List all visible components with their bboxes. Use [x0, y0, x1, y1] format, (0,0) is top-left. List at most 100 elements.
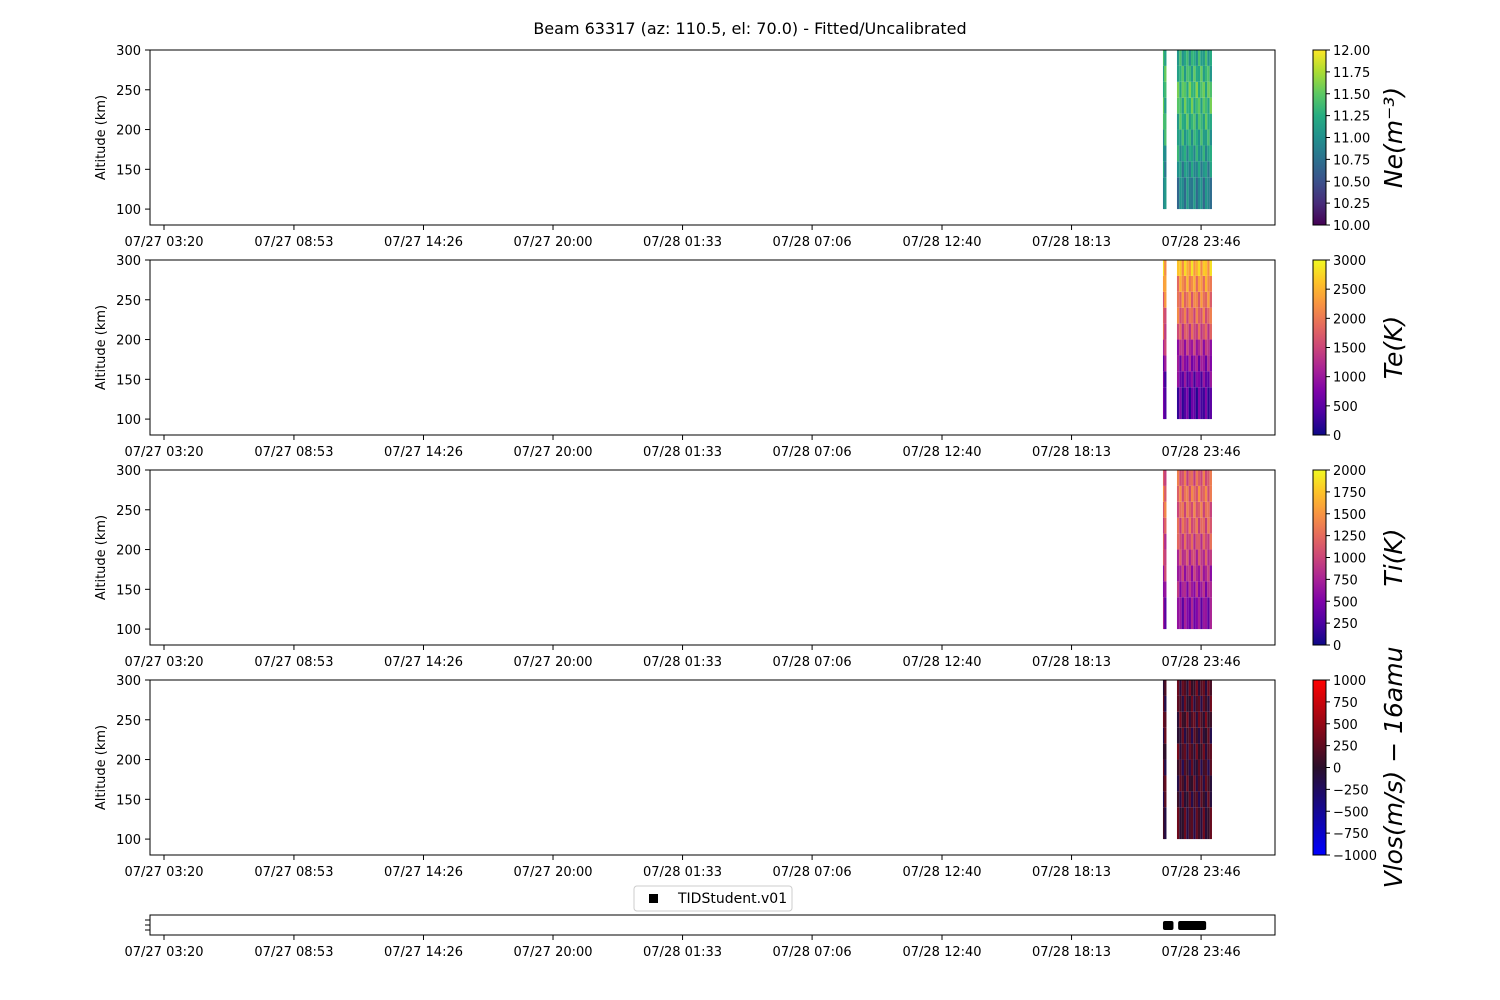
panel-4-cell	[1186, 695, 1189, 712]
panel-3-cell	[1193, 581, 1196, 598]
panel-1-ytick-label-2: 200	[116, 124, 141, 139]
panel-2-cell	[1195, 355, 1198, 372]
panel-2-cell	[1190, 355, 1194, 372]
panel-4-cell	[1176, 775, 1180, 792]
panel-4-cell	[1209, 727, 1212, 744]
panel-3-cell	[1202, 470, 1205, 486]
panel-1-xtick-label-2: 07/27 14:26	[384, 235, 463, 250]
panel-1-cell	[1183, 113, 1187, 130]
panel-2-cell	[1162, 371, 1165, 388]
panel-2-cell	[1188, 339, 1191, 356]
panel-3-cell	[1176, 533, 1180, 550]
panel-4-cell	[1197, 711, 1201, 728]
panel-3-cell	[1183, 549, 1187, 566]
panel-4-cell	[1188, 695, 1191, 712]
panel-1-cell	[1204, 113, 1208, 130]
panel-2-cell	[1188, 307, 1191, 324]
panel-1-cell	[1197, 145, 1201, 162]
panel-4-cell	[1162, 743, 1165, 760]
panel-1-cell	[1202, 97, 1205, 114]
panel-3-cell	[1200, 470, 1203, 486]
panel-2-cbtick-label-2: 1000	[1333, 371, 1366, 386]
panel-3-cell	[1197, 581, 1201, 598]
panel-1-cell	[1164, 97, 1167, 114]
panel-3-cell	[1200, 565, 1203, 582]
panel-1-cell	[1200, 50, 1203, 66]
panel-2-cell	[1202, 371, 1205, 388]
panel-3-cbtick-label-0: 0	[1333, 639, 1341, 654]
panel-4-frame	[149, 679, 1276, 856]
panel-4-cell	[1204, 695, 1208, 712]
panel-4-cell	[1200, 759, 1203, 776]
panel-3-cell	[1183, 501, 1187, 518]
availability-legend-label: TIDStudent.v01	[677, 891, 787, 907]
panel-1-cell	[1195, 97, 1198, 114]
panel-4-cell	[1179, 711, 1182, 728]
panel-3-ylabel: Altitude (km)	[94, 515, 109, 600]
panel-4-cells	[1162, 680, 1212, 840]
panel-1-cell	[1200, 65, 1203, 82]
panel-2-cell	[1207, 260, 1210, 276]
panel-1-cell	[1200, 145, 1203, 162]
panel-1-cell	[1207, 81, 1210, 98]
panel-3-cell	[1176, 549, 1180, 566]
panel-4-cell	[1197, 759, 1201, 776]
panel-3-cell	[1204, 565, 1208, 582]
panel-1-cell	[1190, 113, 1194, 130]
panel-3-cell	[1207, 517, 1210, 534]
panel-4-cell	[1207, 759, 1210, 776]
panel-4-colorbar-bar	[1312, 679, 1327, 856]
panel-4-cell	[1200, 743, 1203, 760]
panel-4-cell	[1181, 695, 1184, 712]
availability-panel: TIDStudent.v01 07/27 03:20 07/27 08:53 07/2…	[124, 885, 1276, 960]
panel-1-cell	[1204, 129, 1208, 146]
panel-3-cell	[1164, 597, 1167, 630]
panel-4-xtick-label-3: 07/27 20:00	[513, 865, 592, 880]
panel-1-cell	[1200, 81, 1203, 98]
panel-2-xtick-label-0: 07/27 03:20	[124, 445, 203, 460]
panel-1-cell	[1179, 50, 1182, 66]
panel-4-cell	[1186, 711, 1189, 728]
panel-1-cell	[1200, 113, 1203, 130]
panel-2-cell	[1176, 307, 1180, 324]
panel-1-cell	[1164, 65, 1167, 82]
availability-xtick-label-1: 07/27 08:53	[254, 945, 333, 960]
panel-3-ytick-label-0: 100	[116, 623, 141, 638]
panel-4-ytick-label-4: 300	[116, 674, 141, 689]
panel-4-cbtick-label-1: −750	[1333, 827, 1369, 842]
panel-2-cell	[1186, 323, 1189, 340]
panel-2-cell	[1200, 275, 1203, 292]
panel-2-cbtick-label-0: 0	[1333, 429, 1341, 444]
panel-4-cell	[1179, 759, 1182, 776]
panel-4-cell	[1204, 759, 1208, 776]
panel-2-cell	[1200, 355, 1203, 372]
panel-3-cell	[1207, 470, 1210, 486]
panel-4-cell	[1186, 759, 1189, 776]
panel-3-xtick-label-6: 07/28 12:40	[902, 655, 981, 670]
panel-4-cell	[1186, 727, 1189, 744]
panel-4-cell	[1164, 695, 1167, 712]
panel-3-cell	[1179, 533, 1182, 550]
panel-1-cells	[1162, 50, 1212, 210]
panel-4-cell	[1190, 711, 1194, 728]
panel-3-cell	[1176, 470, 1180, 486]
panel-2-xtick-label-6: 07/28 12:40	[902, 445, 981, 460]
panel-4-cell	[1183, 680, 1187, 696]
panel-2-cell	[1164, 323, 1167, 340]
panel-3-cell	[1183, 485, 1187, 502]
panel-4: 100 150 200 250 300 Altitude (km) 07/27 03:20 0…	[94, 647, 1408, 889]
panel-3-cell	[1181, 581, 1184, 598]
panel-4-cell	[1204, 807, 1208, 840]
panel-4-cell	[1204, 680, 1208, 696]
panel-1-cell	[1186, 97, 1189, 114]
panel-2-cell	[1207, 323, 1210, 340]
panel-1-cell	[1164, 113, 1167, 130]
panel-1-cell	[1183, 145, 1187, 162]
panel-4-cell	[1176, 680, 1180, 696]
panel-2-xtick-label-8: 07/28 23:46	[1162, 445, 1241, 460]
panel-4-cell	[1176, 711, 1180, 728]
panel-3-cell	[1162, 517, 1165, 534]
panel-3-cell	[1179, 485, 1182, 502]
panel-1-cell	[1204, 177, 1208, 210]
panel-1-cell	[1207, 113, 1210, 130]
